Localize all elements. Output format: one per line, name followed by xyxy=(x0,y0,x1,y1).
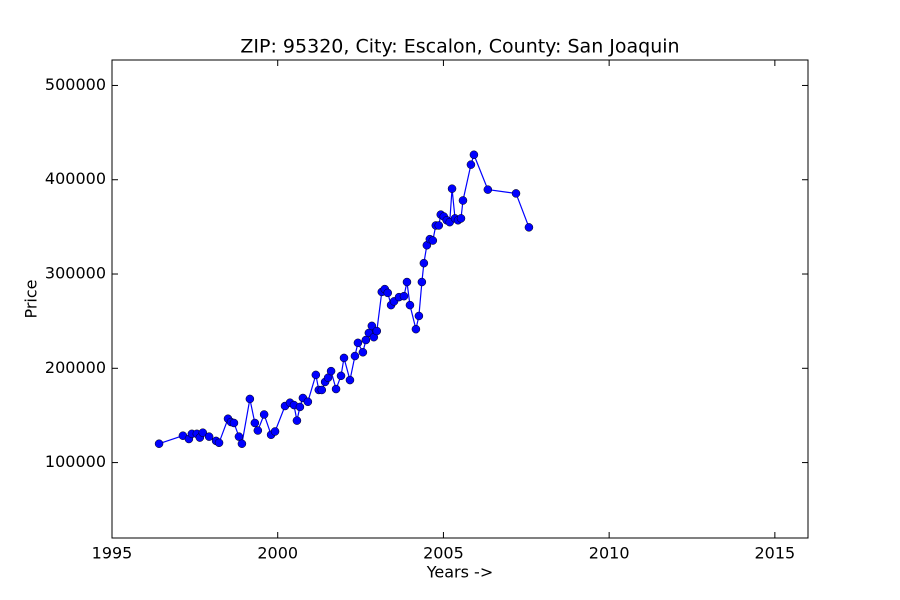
data-point xyxy=(345,375,355,385)
data-point xyxy=(405,300,415,310)
data-point xyxy=(466,160,476,169)
data-point xyxy=(399,291,409,301)
data-point xyxy=(311,370,321,380)
data-point xyxy=(383,288,392,298)
data-point xyxy=(411,324,421,334)
data-point xyxy=(350,351,360,361)
y-tick-label: 500000 xyxy=(45,75,106,94)
data-point xyxy=(469,150,479,160)
data-point xyxy=(317,385,327,395)
x-tick-label: 2000 xyxy=(257,544,298,563)
data-point xyxy=(229,418,239,428)
data-point xyxy=(353,338,363,348)
x-tick-label: 2015 xyxy=(754,544,795,563)
data-point xyxy=(331,384,341,394)
x-tick-label: 2010 xyxy=(589,544,630,563)
data-point xyxy=(214,438,224,448)
data-point xyxy=(414,311,424,321)
data-point xyxy=(456,214,466,223)
data-point xyxy=(339,353,349,363)
data-point xyxy=(237,439,247,448)
data-point xyxy=(458,196,468,205)
data-point xyxy=(434,221,444,230)
y-tick-label: 400000 xyxy=(45,169,106,188)
data-point xyxy=(524,223,534,232)
y-tick-label: 300000 xyxy=(45,264,106,283)
data-point xyxy=(428,236,438,245)
data-point xyxy=(234,432,244,441)
data-point xyxy=(303,397,313,407)
data-point xyxy=(198,428,208,437)
data-point xyxy=(402,277,412,287)
data-point xyxy=(250,418,260,428)
data-point xyxy=(367,321,377,331)
data-point xyxy=(295,402,305,412)
y-tick-label: 100000 xyxy=(45,452,106,471)
y-axis-label: Price xyxy=(22,279,41,318)
plot-frame xyxy=(111,59,809,539)
data-point xyxy=(419,258,429,268)
data-point xyxy=(154,439,164,448)
x-tick-label: 1995 xyxy=(92,544,133,563)
data-point xyxy=(417,277,427,287)
data-point xyxy=(259,410,269,419)
data-point xyxy=(358,348,368,357)
data-point xyxy=(204,432,214,441)
y-tick-label: 200000 xyxy=(45,358,106,377)
data-point xyxy=(336,371,346,381)
data-point xyxy=(326,366,336,376)
data-point xyxy=(361,335,371,345)
data-point xyxy=(253,426,263,435)
data-point xyxy=(270,427,280,436)
x-axis-label: Years -> xyxy=(426,563,493,582)
data-point xyxy=(245,394,255,404)
data-point xyxy=(511,189,521,198)
chart-title: ZIP: 95320, City: Escalon, County: San J… xyxy=(240,36,679,58)
data-point xyxy=(483,185,493,194)
data-point xyxy=(292,416,302,425)
x-tick-label: 2005 xyxy=(423,544,464,563)
data-point xyxy=(447,184,457,193)
data-point xyxy=(372,326,382,336)
